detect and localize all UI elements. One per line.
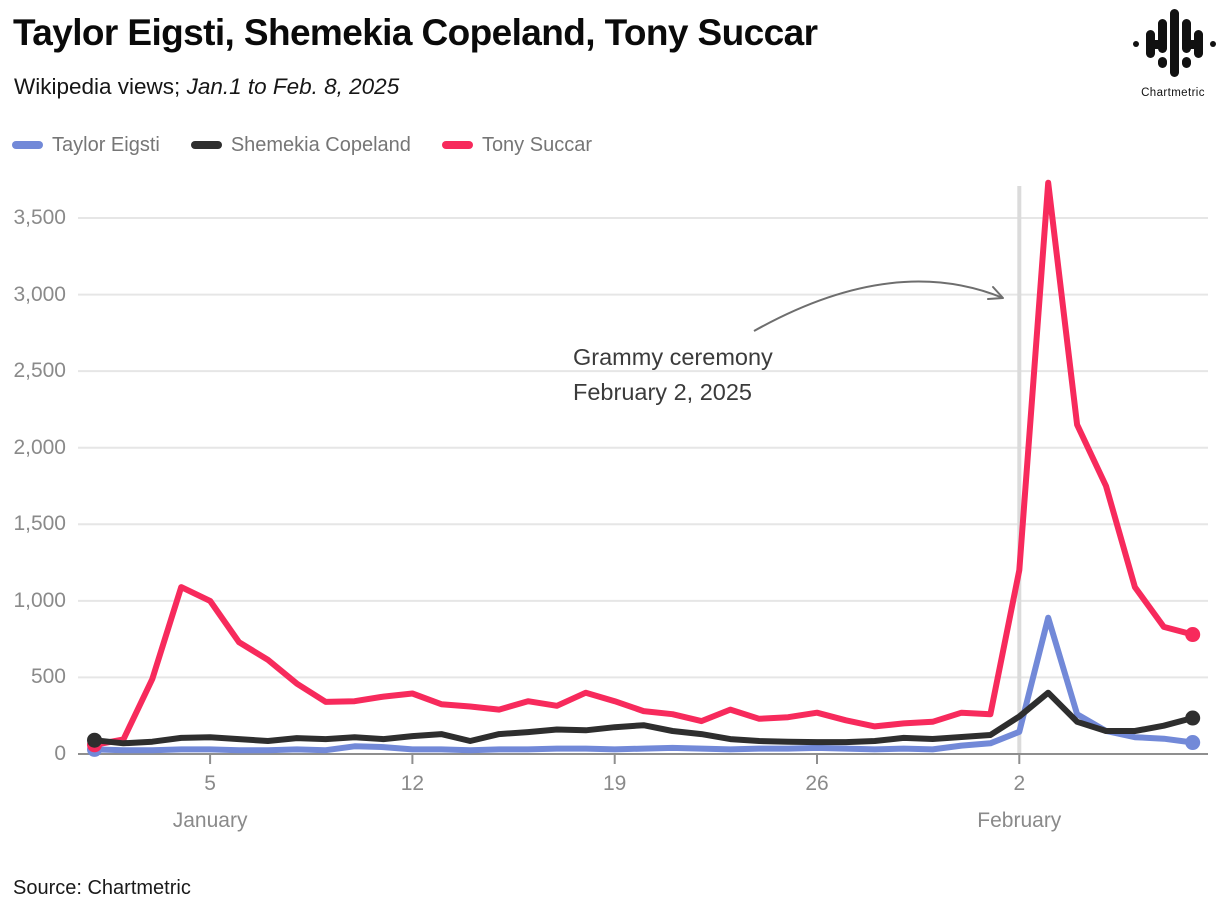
- series-line-taylor-eigsti: [91, 614, 1196, 754]
- x-axis-label-12: 12: [400, 772, 425, 795]
- month-label-february: February: [977, 809, 1062, 832]
- legend-item-shemekia-copeland: Shemekia Copeland: [190, 133, 411, 157]
- y-axis-label-3500: 3,500: [13, 206, 66, 229]
- series-end-dot-tony-succar: [1185, 627, 1201, 643]
- legend-swatch-shemekia-copeland: [190, 141, 222, 149]
- series-line-shemekia-copeland: [91, 689, 1196, 747]
- event-annotation: Grammy ceremony February 2, 2025: [573, 340, 773, 410]
- x-axis-label-26: 26: [805, 772, 829, 795]
- chart-legend: Taylor Eigsti Shemekia Copeland Tony Succa…: [12, 131, 592, 159]
- y-axis-label-0: 0: [54, 742, 66, 765]
- y-axis-label-2500: 2,500: [13, 359, 66, 383]
- legend-item-taylor-eigsti: Taylor Eigsti: [12, 134, 160, 157]
- y-axis-label-3000: 3,000: [13, 282, 66, 306]
- month-label-january: January: [172, 809, 248, 832]
- subtitle-prefix: Wikipedia views;: [14, 74, 187, 99]
- annotation-arrow: [753, 280, 1004, 332]
- annotation-line1: Grammy ceremony: [573, 344, 773, 370]
- series-start-dot-shemekia-copeland: [87, 732, 102, 748]
- series-end-dot-taylor-eigsti: [1185, 735, 1201, 751]
- brand-block: Chartmetric: [1126, 6, 1220, 99]
- annotation-arrowhead: [987, 286, 1004, 300]
- y-axis-label-2000: 2,000: [13, 435, 66, 459]
- page-title: Taylor Eigsti, Shemekia Copeland, Tony S…: [13, 12, 818, 53]
- legend-label-taylor-eigsti: Taylor Eigsti: [52, 133, 160, 156]
- chartmetric-waveform-icon: [1133, 9, 1216, 77]
- subtitle-date-range: Jan.1 to Feb. 8, 2025: [186, 74, 400, 99]
- legend-swatch-tony-succar: [441, 141, 473, 149]
- legend-swatch-taylor-eigsti: [12, 141, 43, 149]
- y-axis-label-1000: 1,000: [13, 588, 66, 612]
- source-credit: Source: Chartmetric: [13, 877, 191, 899]
- brand-name: Chartmetric: [1141, 87, 1205, 99]
- legend-label-shemekia-copeland: Shemekia Copeland: [230, 133, 411, 156]
- x-axis-label-5: 5: [204, 772, 216, 795]
- annotation-line2: February 2, 2025: [573, 379, 752, 405]
- legend-item-tony-succar: Tony Succar: [441, 133, 592, 157]
- legend-label-tony-succar: Tony Succar: [481, 133, 592, 156]
- x-axis-label-2: 2: [1013, 772, 1026, 795]
- y-axis-label-500: 500: [30, 665, 66, 689]
- chart-subtitle: Wikipedia views; Jan.1 to Feb. 8, 2025: [14, 74, 399, 100]
- y-axis-label-1500: 1,500: [13, 512, 66, 536]
- series-line-tony-succar: [91, 179, 1196, 748]
- x-axis-label-19: 19: [603, 772, 627, 795]
- series-end-dot-shemekia-copeland: [1185, 710, 1201, 726]
